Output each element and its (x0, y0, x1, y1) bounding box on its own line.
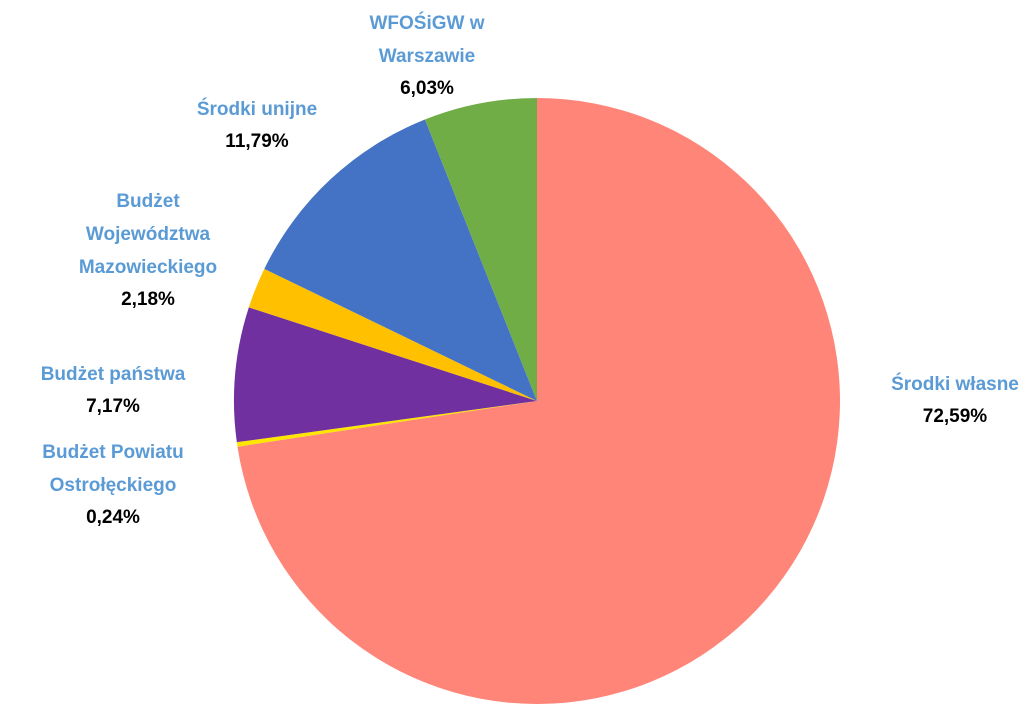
pie-slice (234, 307, 537, 443)
slice-label: Budżet Powiatu (42, 442, 183, 463)
slice-label: Warszawie (379, 46, 475, 67)
value-label: 2,18% (121, 289, 175, 310)
value-label: 7,17% (86, 396, 140, 417)
value-label: 0,24% (86, 507, 140, 528)
pie-slice (236, 401, 538, 447)
slice-label: WFOŚiGW w (369, 12, 484, 34)
pie-slice (248, 268, 537, 401)
pie-slice (424, 98, 537, 401)
slice-label: Środki unijne (197, 98, 317, 120)
slice-label: Środki własne (891, 373, 1019, 395)
value-label: 11,79% (225, 131, 288, 152)
slice-label: Ostrołęckiego (50, 475, 177, 496)
slice-label: Budżet państwa (41, 364, 186, 385)
slice-label: Województwa (86, 224, 211, 245)
value-label: 72,59% (923, 406, 988, 427)
pie-slice (237, 98, 841, 704)
value-label: 6,03% (400, 78, 454, 99)
pie-slice (264, 119, 537, 402)
slice-label: Budżet (116, 191, 180, 212)
slice-label: Mazowieckiego (79, 257, 217, 278)
